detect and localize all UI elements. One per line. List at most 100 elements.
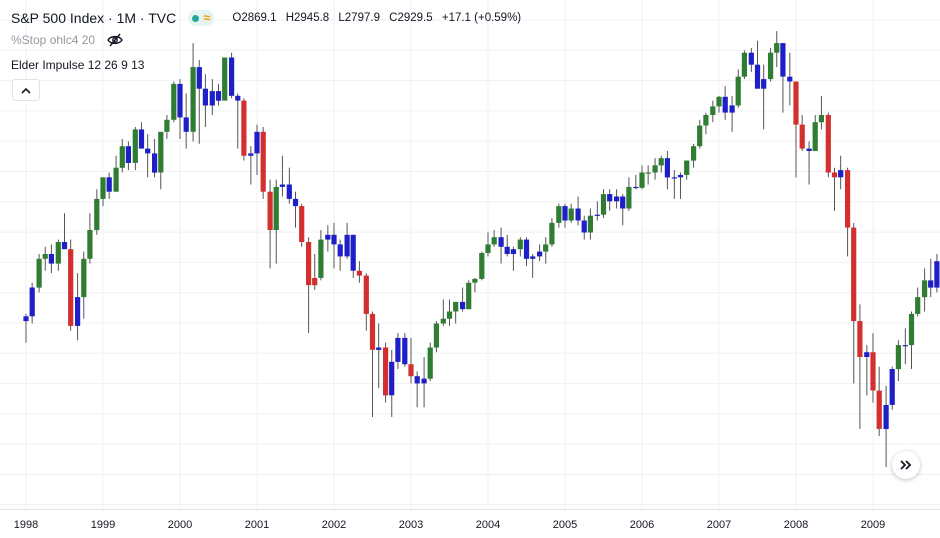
candle [851, 222, 857, 384]
candle-body [799, 124, 805, 149]
candle-body [639, 172, 645, 188]
candle [222, 57, 228, 101]
candle [735, 69, 741, 108]
candle-body [876, 390, 882, 429]
candle [658, 155, 664, 173]
candle [190, 43, 196, 142]
candle-body [703, 115, 709, 126]
candle [306, 237, 312, 334]
candle [845, 167, 851, 257]
candle-body [479, 253, 485, 279]
candle [433, 321, 439, 353]
candle [510, 246, 516, 271]
indicator-stop-legend[interactable]: %Stop ohlc4 20 [11, 33, 123, 47]
symbol-title[interactable]: S&P 500 Index · 1M · TVC [11, 10, 177, 26]
candle [876, 366, 882, 437]
candle-body [787, 76, 793, 82]
candle-body [870, 352, 876, 391]
live-dot-icon [192, 14, 200, 22]
time-axis[interactable]: 1998 1999 2000 2001 2002 2003 2004 2005 2006 2007… [14, 519, 885, 531]
change-value: +17.1 (+0.59%) [441, 12, 522, 24]
candle [543, 237, 549, 264]
candle-body [440, 318, 446, 324]
candle-body [453, 301, 459, 312]
candle-body [350, 234, 356, 271]
candle [793, 81, 799, 178]
candle [902, 328, 908, 365]
candle [446, 299, 453, 326]
candle-body [774, 43, 780, 53]
candle [491, 230, 497, 247]
candle-body [81, 258, 87, 298]
candle-body [106, 177, 112, 192]
candle [427, 342, 433, 381]
candle-body [498, 237, 504, 247]
candle [787, 52, 793, 106]
candle [915, 287, 921, 317]
candle [460, 287, 466, 312]
candle [36, 254, 42, 293]
collapse-legend-button[interactable] [12, 79, 40, 101]
candle [479, 251, 485, 281]
candle [267, 179, 273, 269]
candle [369, 311, 376, 417]
candle-body [768, 52, 774, 80]
candle [889, 366, 895, 410]
candle [376, 323, 382, 389]
candle [273, 179, 279, 264]
candle-body [845, 170, 851, 228]
candle-body [138, 129, 145, 149]
wave-icon: ≈ [203, 10, 211, 25]
candle-body [838, 170, 844, 178]
candle [164, 115, 170, 139]
candle-body [55, 242, 61, 264]
candle [671, 170, 677, 199]
candle-body [748, 52, 754, 65]
indicator-elder-legend[interactable]: Elder Impulse 12 26 9 13 [11, 58, 144, 72]
candle-body [543, 244, 549, 252]
candle [132, 127, 138, 171]
candle [113, 155, 119, 192]
candle-body [312, 278, 318, 286]
candle-body [222, 57, 228, 101]
candle [883, 385, 889, 468]
candle [119, 138, 125, 173]
candle [928, 258, 934, 298]
chevron-up-icon [21, 87, 31, 94]
candle-body [254, 131, 260, 154]
candle-body [633, 186, 639, 189]
candle-body [883, 405, 889, 429]
candle [48, 244, 54, 274]
candle-body [915, 297, 921, 314]
candlestick-series [23, 31, 940, 468]
candle-body [113, 167, 119, 192]
candle [23, 313, 29, 343]
time-axis-tick-label: 1998 [14, 519, 38, 531]
market-status-pill[interactable]: ≈ [188, 10, 215, 26]
time-axis-tick-label: 2006 [630, 519, 654, 531]
candle-body [831, 172, 838, 178]
candle-body [402, 337, 408, 365]
candle [145, 134, 151, 178]
candle [42, 246, 48, 271]
candle-body [735, 76, 741, 106]
indicator-stop-label: %Stop ohlc4 20 [11, 33, 96, 47]
candle [722, 86, 728, 120]
candle-body [614, 196, 620, 202]
low-value: L2797.9 [338, 12, 380, 24]
candle-body [485, 244, 491, 253]
eye-off-icon[interactable] [107, 33, 123, 47]
candle [716, 95, 722, 113]
candle-body [677, 174, 684, 178]
candle-body [510, 249, 516, 254]
candle [350, 234, 356, 278]
candle-body [761, 79, 767, 89]
candle [895, 340, 901, 381]
candle [183, 93, 189, 149]
candle-body [376, 347, 382, 350]
candle [677, 172, 684, 199]
candle [414, 371, 420, 408]
candle [402, 333, 408, 367]
scroll-to-realtime-button[interactable] [892, 451, 920, 479]
